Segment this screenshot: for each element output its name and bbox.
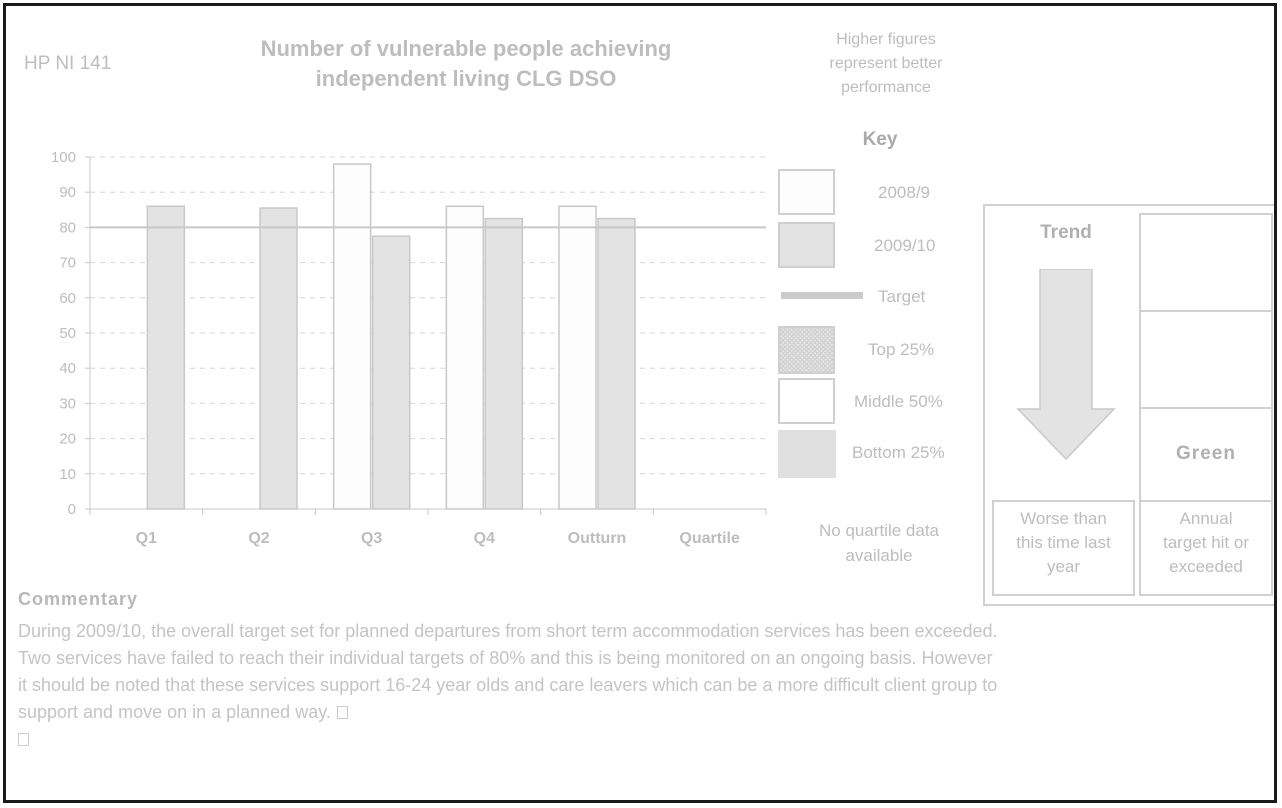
bar-2009-10-outturn [597, 217, 636, 510]
status-caption-line-2: target hit or [1163, 533, 1249, 552]
no-quartile-line-1: No quartile data [818, 521, 940, 540]
bar-2008-9-outturn [558, 205, 597, 510]
trend-status-panel [983, 204, 1274, 606]
status-cell-middle [1139, 310, 1273, 409]
y-tick-label: 90 [59, 184, 76, 201]
bar-2009-10-q1 [146, 205, 186, 510]
key-title: Key [862, 129, 898, 150]
performance-note: Higher figures represent better performa… [786, 28, 986, 100]
status-rating: Green [1176, 443, 1236, 464]
x-tick-label: Q2 [248, 530, 269, 547]
y-tick-label: 20 [59, 431, 76, 448]
report-panel: HP NI 141 Number of vulnerable people ac… [3, 3, 1277, 803]
x-tick-label: Outturn [568, 530, 627, 547]
y-tick-label: 10 [59, 466, 76, 483]
x-tick-label: Q4 [474, 530, 495, 547]
y-tick-label: 0 [68, 501, 76, 518]
performance-note-line-3: performance [841, 79, 931, 96]
bar-2008-9-q3 [332, 163, 372, 510]
no-quartile-note: No quartile data available [784, 518, 974, 568]
status-caption-line-1: Annual [1179, 509, 1233, 528]
target-line-swatch [781, 292, 863, 299]
key-label-2009: 2009/10 [874, 236, 936, 255]
indicator-reference: HP NI 141 [24, 53, 112, 74]
no-quartile-line-2: available [845, 546, 913, 565]
trend-title: Trend [1040, 222, 1092, 243]
y-tick-label: 70 [59, 255, 76, 272]
trend-caption-line-3: year [1046, 557, 1081, 576]
key-label-middle-50: Middle 50% [854, 392, 943, 411]
white-bar-swatch [778, 169, 835, 215]
bar-2009-10-q3 [371, 235, 411, 510]
key-label-target: Target [878, 287, 926, 306]
performance-note-line-1: Higher figures [836, 31, 936, 48]
grey-bar-swatch [778, 222, 835, 268]
trend-caption-line-2: this time last [1016, 533, 1111, 552]
chart-title-line-1: Number of vulnerable people achieving [260, 36, 672, 61]
x-tick-label: Q1 [136, 530, 157, 547]
down-arrow-icon [1016, 269, 1116, 461]
key-label-2008: 2008/9 [878, 183, 930, 202]
trend-caption-line-1: Worse than [1020, 509, 1107, 528]
bar-2009-10-q2 [259, 207, 298, 510]
x-tick-label: Q3 [361, 530, 382, 547]
y-tick-label: 30 [59, 395, 76, 412]
commentary-heading: Commentary [18, 589, 139, 609]
commentary-line-4-wrap: support and move on in a planned way. [18, 699, 1274, 726]
status-cell-top [1139, 213, 1273, 312]
bar-2008-9-q4 [445, 205, 485, 510]
chart-title: Number of vulnerable people achieving in… [196, 34, 736, 94]
performance-note-line-2: represent better [829, 55, 943, 72]
commentary-text: During 2009/10, the overall target set f… [18, 618, 1274, 753]
key-label-top-25: Top 25% [868, 340, 935, 359]
hatched-swatch [778, 326, 835, 374]
placeholder-box-icon [18, 733, 29, 746]
y-tick-label: 60 [59, 290, 76, 307]
y-tick-label: 80 [59, 219, 76, 236]
status-caption-line-3: exceeded [1169, 557, 1243, 576]
bar-2009-10-q4 [484, 217, 524, 510]
commentary-line-2: Two services have failed to reach their … [18, 648, 993, 668]
chart-title-line-2: independent living CLG DSO [315, 66, 617, 91]
trend-caption-box [992, 500, 1135, 596]
y-tick-label: 50 [59, 325, 76, 342]
commentary-line-4: support and move on in a planned way. [18, 702, 331, 722]
status-caption: Annual target hit or exceeded [1141, 507, 1271, 579]
placeholder-box-icon [336, 706, 348, 719]
outlined-swatch [778, 378, 835, 424]
solid-swatch [778, 430, 836, 478]
commentary-line-3: it should be noted that these services s… [18, 675, 998, 695]
commentary-line-1: During 2009/10, the overall target set f… [18, 621, 998, 641]
status-caption-box [1139, 500, 1273, 596]
x-tick-label: Quartile [679, 530, 740, 547]
trend-caption: Worse than this time last year [994, 507, 1133, 579]
key-label-bottom-25: Bottom 25% [852, 443, 945, 462]
bar-chart: 0 10 20 30 40 50 60 70 80 90 100 Q1 Q2 Q3 Q4 Outturn Qua… [51, 149, 767, 547]
y-tick-label: 40 [59, 360, 76, 377]
commentary-line-5 [18, 726, 1274, 753]
y-tick-label: 100 [51, 149, 76, 166]
